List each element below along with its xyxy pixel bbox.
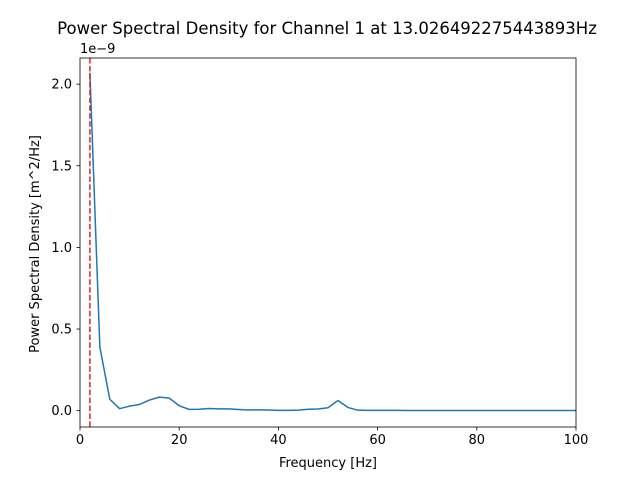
x-tick-label: 80: [469, 433, 486, 448]
x-tick-label: 20: [171, 433, 188, 448]
y-offset-label: 1e−9: [80, 42, 115, 57]
y-tick-label: 0.0: [51, 404, 72, 419]
y-tick-label: 1.0: [51, 241, 72, 256]
plot-area: [79, 57, 577, 428]
axis-ticks: 0 20 40 60 80 100 0.0 0.5 1.0 1.5 2.0: [51, 78, 588, 448]
y-tick-label: 2.0: [51, 78, 72, 93]
psd-series-line-1: [89, 72, 576, 412]
x-axis-label: Frequency [Hz]: [279, 456, 377, 471]
x-tick-label: 40: [270, 433, 287, 448]
x-tick-label: 100: [564, 433, 589, 448]
axes-frame: [79, 57, 577, 428]
x-tick-label: 60: [369, 433, 386, 448]
y-tick-label: 0.5: [51, 323, 72, 338]
x-tick-label: 0: [76, 433, 84, 448]
y-axis-label: Power Spectral Density [m^2/Hz]: [28, 135, 43, 353]
chart-title: Power Spectral Density for Channel 1 at …: [57, 19, 597, 38]
y-tick-label: 1.5: [51, 159, 72, 174]
